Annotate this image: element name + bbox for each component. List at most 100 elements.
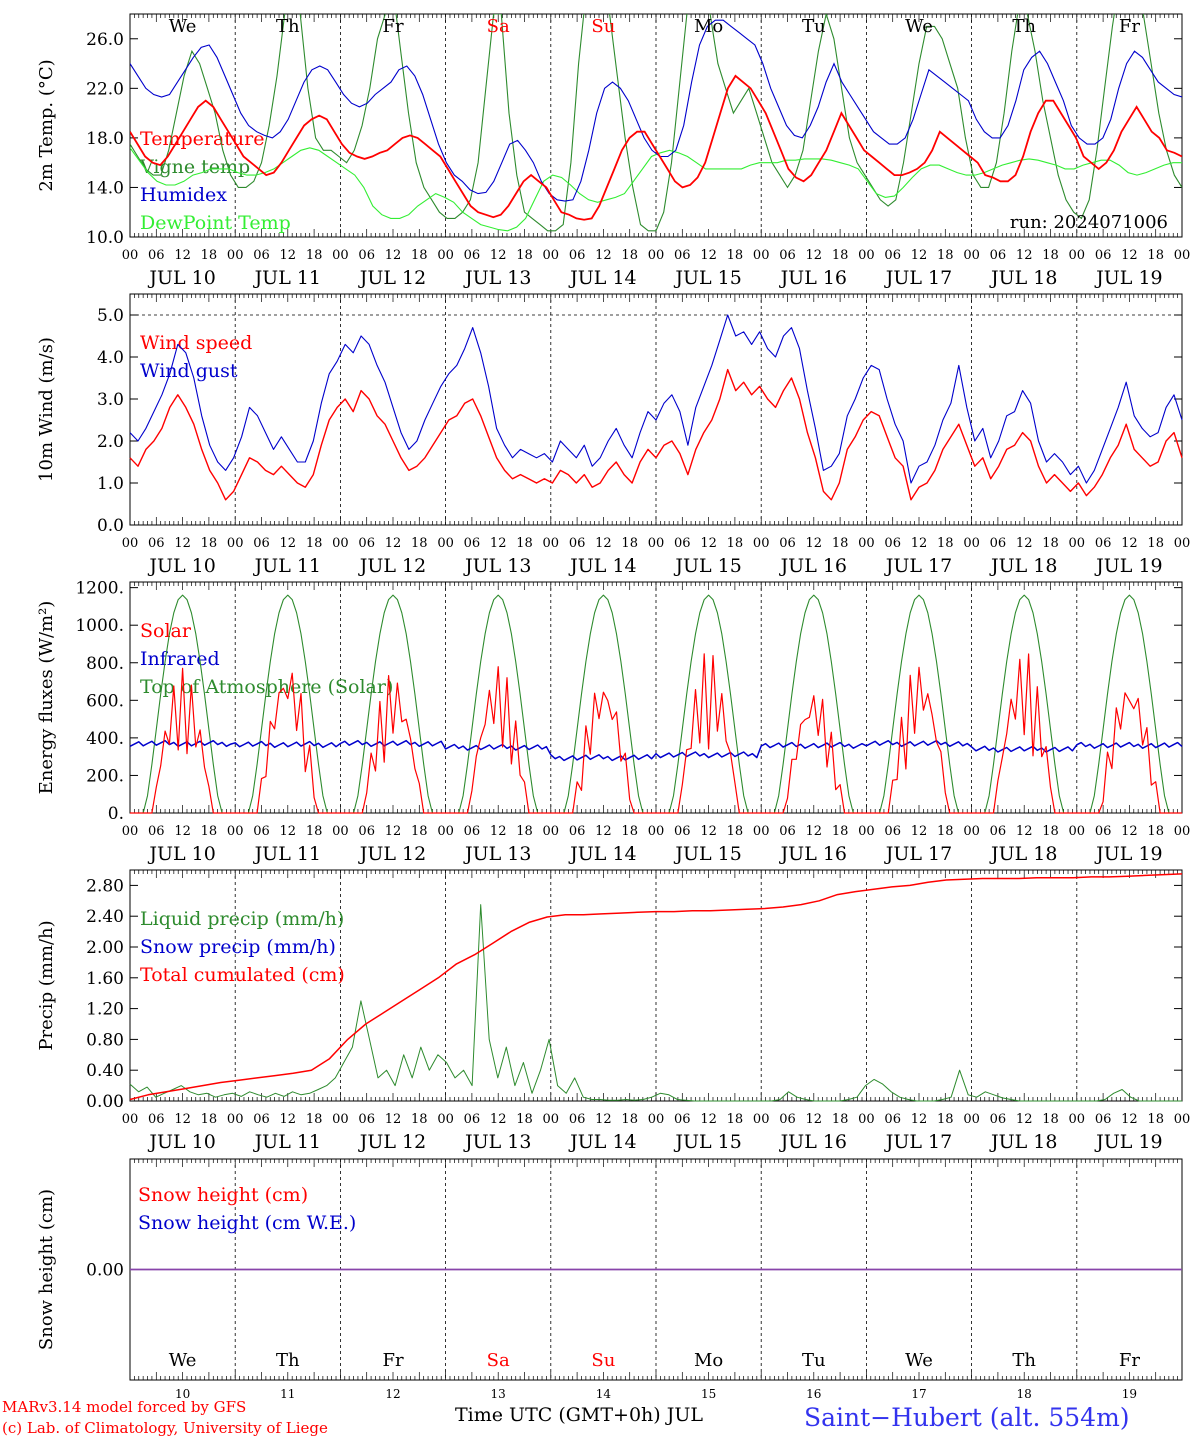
hour-label: 00 — [332, 536, 349, 551]
model-credit: MARv3.14 model forced by GFS — [2, 1398, 247, 1416]
hour-label: 18 — [621, 824, 638, 839]
weekday-label: Fr — [382, 1350, 403, 1371]
hour-label: 06 — [569, 536, 586, 551]
hour-label: 18 — [727, 536, 744, 551]
hour-label: 18 — [1042, 1112, 1059, 1127]
y-axis-label: Energy fluxes (W/m²) — [36, 601, 57, 795]
series-line — [130, 74, 1182, 221]
hour-label: 00 — [1069, 824, 1086, 839]
hour-label: 18 — [832, 248, 849, 263]
date-label: JUL 13 — [463, 1131, 531, 1153]
weekday-label: Th — [1012, 1350, 1036, 1371]
hour-label: 06 — [253, 824, 270, 839]
y-tick-label: 2.00 — [86, 938, 124, 958]
hour-label: 12 — [174, 1112, 191, 1127]
hour-label: 00 — [227, 1112, 244, 1127]
hour-label: 00 — [963, 824, 980, 839]
hour-label: 12 — [595, 248, 612, 263]
hour-label: 12 — [490, 536, 507, 551]
date-label: JUL 13 — [463, 267, 531, 289]
hour-label: 00 — [963, 248, 980, 263]
hour-label: 06 — [674, 1112, 691, 1127]
hour-label: 12 — [1121, 1112, 1138, 1127]
hour-label: 18 — [516, 1112, 533, 1127]
hour-label: 12 — [595, 536, 612, 551]
hour-label: 00 — [963, 536, 980, 551]
hour-label: 12 — [806, 248, 823, 263]
y-tick-label: 200. — [86, 766, 124, 786]
hour-label: 12 — [806, 824, 823, 839]
hour-label: 18 — [832, 1112, 849, 1127]
date-label: JUL 19 — [1094, 843, 1162, 865]
date-label: JUL 14 — [568, 1131, 636, 1153]
hour-label: 18 — [1042, 824, 1059, 839]
hour-label: 06 — [253, 1112, 270, 1127]
weekday-label: Fr — [1119, 16, 1140, 37]
y-axis-label: 2m Temp. (°C) — [36, 59, 57, 191]
hour-label: 00 — [122, 536, 139, 551]
series-line — [129, 739, 1183, 762]
hour-label: 06 — [148, 536, 165, 551]
date-label: JUL 17 — [884, 555, 952, 577]
hour-label: 06 — [464, 536, 481, 551]
day-number-label: 11 — [280, 1387, 295, 1401]
date-label: JUL 12 — [358, 267, 426, 289]
y-tick-label: 2.40 — [86, 907, 124, 927]
hour-label: 06 — [358, 1112, 375, 1127]
hour-label: 18 — [1042, 248, 1059, 263]
y-tick-label: 26.0 — [86, 30, 124, 50]
hour-label: 18 — [621, 248, 638, 263]
hour-label: 00 — [332, 1112, 349, 1127]
hour-label: 18 — [937, 1112, 954, 1127]
hour-label: 18 — [832, 536, 849, 551]
hour-label: 06 — [779, 824, 796, 839]
day-number-label: 14 — [596, 1387, 612, 1401]
y-tick-label: 22.0 — [86, 79, 124, 99]
date-label: JUL 19 — [1094, 1131, 1162, 1153]
day-number-label: 10 — [175, 1387, 190, 1401]
weekday-label: Mo — [694, 1350, 723, 1371]
hour-label: 00 — [122, 1112, 139, 1127]
hour-label: 18 — [727, 824, 744, 839]
hour-label: 12 — [490, 248, 507, 263]
date-label: JUL 18 — [989, 843, 1057, 865]
hour-label: 06 — [253, 248, 270, 263]
hour-label: 18 — [621, 536, 638, 551]
legend-entry: Wind speed — [140, 332, 252, 354]
hour-label: 12 — [385, 1112, 402, 1127]
hour-label: 06 — [779, 248, 796, 263]
hour-label: 00 — [543, 824, 560, 839]
hour-label: 12 — [700, 536, 717, 551]
hour-label: 06 — [358, 248, 375, 263]
weekday-label: Th — [1012, 16, 1036, 37]
day-number-label: 17 — [911, 1387, 926, 1401]
date-label: JUL 15 — [673, 555, 741, 577]
date-label: JUL 13 — [463, 555, 531, 577]
hour-label: 06 — [148, 824, 165, 839]
hour-label: 18 — [937, 248, 954, 263]
date-label: JUL 12 — [358, 555, 426, 577]
date-label: JUL 16 — [779, 843, 847, 865]
y-tick-label: 0.0 — [97, 516, 124, 536]
series-line — [130, 653, 1182, 814]
date-label: JUL 11 — [253, 843, 321, 865]
y-axis-label: Snow height (cm) — [36, 1189, 57, 1350]
date-label: JUL 19 — [1094, 267, 1162, 289]
weekday-label: Tu — [802, 16, 826, 37]
hour-label: 18 — [937, 824, 954, 839]
date-label: JUL 17 — [884, 267, 952, 289]
hour-label: 12 — [385, 248, 402, 263]
station-name: Saint−Hubert (alt. 554m) — [804, 1403, 1130, 1432]
hour-label: 00 — [122, 248, 139, 263]
date-label: JUL 15 — [673, 267, 741, 289]
hour-label: 00 — [753, 824, 770, 839]
hour-label: 12 — [1016, 248, 1033, 263]
hour-label: 00 — [1174, 1112, 1191, 1127]
hour-label: 06 — [674, 824, 691, 839]
hour-label: 18 — [727, 1112, 744, 1127]
day-number-label: 16 — [806, 1387, 821, 1401]
legend-entry: Total cumulated (cm) — [140, 964, 345, 986]
y-tick-label: 1.60 — [86, 969, 124, 989]
day-number-label: 13 — [491, 1387, 506, 1401]
hour-label: 00 — [858, 536, 875, 551]
